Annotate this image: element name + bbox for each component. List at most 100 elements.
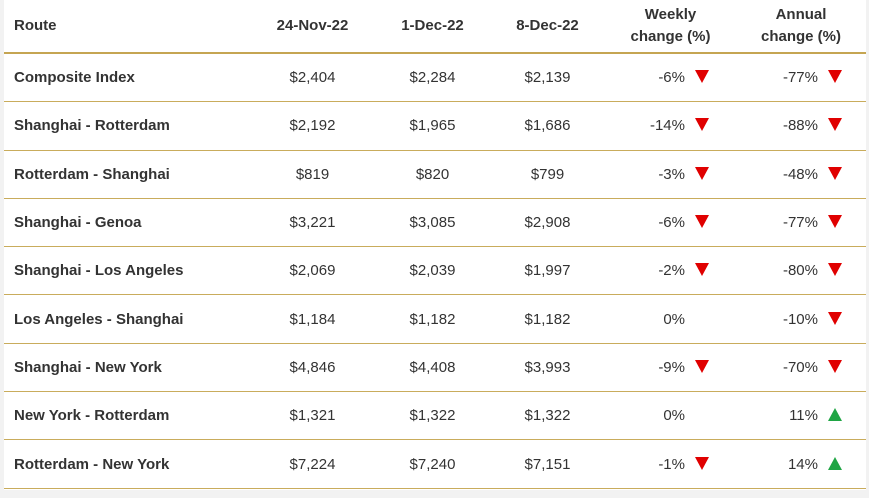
table-panel: Route 24-Nov-22 1-Dec-22 8-Dec-22 Weekly cha…: [4, 0, 866, 490]
cell-text: -1%: [658, 455, 685, 473]
cell-text: Shanghai - Los Angeles: [14, 262, 184, 280]
table-row: Shanghai - New York $4,846 $4,408 $3,993 -9%…: [4, 343, 866, 393]
value-cell: $3,085: [375, 198, 490, 248]
column-header: 24-Nov-22: [250, 0, 375, 54]
down-arrow: [695, 215, 709, 229]
cell-text: -70%: [782, 358, 818, 376]
value-cell: -6%: [605, 198, 736, 248]
cell-text: $1,965: [409, 117, 456, 135]
header-text: Weekly change (%): [630, 6, 711, 45]
cell-text: $7,240: [409, 455, 456, 473]
value-cell: -77%: [736, 53, 866, 103]
cell-text: $3,221: [289, 214, 336, 232]
down-arrow: [695, 166, 709, 180]
value-cell: $2,069: [250, 246, 375, 296]
cell-text: $4,846: [289, 358, 336, 376]
value-cell: $1,322: [375, 391, 490, 441]
table-row: Shanghai - Rotterdam $2,192 $1,965 $1,686 -1…: [4, 101, 866, 151]
cell-text: $1,686: [524, 117, 571, 135]
cell-text: 11%: [789, 407, 818, 425]
route-cell: Shanghai - New York: [4, 343, 250, 393]
cell-text: Rotterdam - Shanghai: [14, 165, 170, 183]
value-cell: $1,322: [490, 391, 605, 441]
down-arrow: [828, 359, 842, 373]
value-cell: $1,182: [490, 294, 605, 344]
table-row: Los Angeles - Shanghai $1,184 $1,182 $1,182…: [4, 294, 866, 344]
table-row: Rotterdam - Shanghai $819 $820 $799 -3% -48%: [4, 150, 866, 199]
route-cell: Shanghai - Los Angeles: [4, 246, 250, 296]
cell-text: $1,182: [409, 310, 456, 328]
cell-text: $799: [530, 165, 565, 183]
cell-text: $2,069: [289, 262, 336, 280]
value-cell: $4,408: [375, 343, 490, 393]
cell-text: Rotterdam - New York: [14, 455, 170, 473]
cell-text: 0%: [663, 407, 685, 425]
cell-text: -3%: [658, 165, 685, 183]
route-cell: Shanghai - Rotterdam: [4, 101, 250, 151]
value-cell: $1,321: [250, 391, 375, 441]
table-row: Shanghai - Genoa $3,221 $3,085 $2,908 -6% -77…: [4, 198, 866, 248]
cell-text: $820: [415, 165, 450, 183]
cell-text: $2,192: [289, 117, 336, 135]
value-cell: $1,184: [250, 294, 375, 344]
arrow-shape: [695, 118, 709, 132]
cell-text: $1,997: [524, 262, 571, 280]
arrow-shape: [828, 311, 842, 325]
value-cell: $1,182: [375, 294, 490, 344]
value-cell: 0%: [605, 391, 736, 441]
cell-text: $3,993: [524, 358, 571, 376]
header-text: 8-Dec-22: [516, 17, 579, 34]
cell-text: New York - Rotterdam: [14, 407, 170, 425]
arrow-spacer: [695, 408, 709, 421]
cell-text: -2%: [658, 262, 685, 280]
cell-text: $2,284: [409, 69, 456, 87]
arrow-shape: [828, 263, 842, 277]
cell-text: $1,321: [289, 407, 336, 425]
down-arrow: [695, 70, 709, 84]
value-cell: $799: [490, 150, 605, 199]
arrow-shape: [828, 166, 842, 180]
down-arrow: [828, 70, 842, 84]
value-cell: 0%: [605, 294, 736, 344]
arrow-shape: [695, 166, 709, 180]
cell-text: -80%: [782, 262, 818, 280]
cell-text: $2,404: [289, 69, 336, 87]
column-header: Annual change (%): [736, 0, 866, 54]
header-text: 1-Dec-22: [401, 17, 464, 34]
cell-text: -77%: [782, 69, 818, 87]
value-cell: -80%: [736, 246, 866, 296]
cell-text: -88%: [782, 117, 818, 135]
value-cell: -77%: [736, 198, 866, 248]
cell-text: $2,039: [409, 262, 456, 280]
value-cell: $1,686: [490, 101, 605, 151]
value-cell: $1,965: [375, 101, 490, 151]
table-row: New York - Rotterdam $1,321 $1,322 $1,322 0%…: [4, 391, 866, 441]
value-cell: -88%: [736, 101, 866, 151]
freight-table: Route 24-Nov-22 1-Dec-22 8-Dec-22 Weekly cha…: [4, 0, 866, 489]
column-header: 8-Dec-22: [490, 0, 605, 54]
value-cell: $819: [250, 150, 375, 199]
cell-text: -14%: [649, 117, 685, 135]
down-arrow: [828, 311, 842, 325]
value-cell: -9%: [605, 343, 736, 393]
value-cell: -14%: [605, 101, 736, 151]
value-cell: -10%: [736, 294, 866, 344]
value-cell: $1,997: [490, 246, 605, 296]
down-arrow: [828, 263, 842, 277]
cell-text: -77%: [782, 214, 818, 232]
down-arrow: [828, 215, 842, 229]
cell-text: 0%: [663, 310, 685, 328]
cell-text: -10%: [782, 310, 818, 328]
arrow-shape: [828, 70, 842, 84]
arrow-shape: [695, 263, 709, 277]
header-row: Route 24-Nov-22 1-Dec-22 8-Dec-22 Weekly cha…: [4, 0, 866, 54]
cell-text: $7,151: [524, 455, 571, 473]
down-arrow: [828, 118, 842, 132]
route-cell: Rotterdam - Shanghai: [4, 150, 250, 199]
cell-text: Shanghai - Rotterdam: [14, 117, 170, 135]
cell-text: $7,224: [289, 455, 336, 473]
route-cell: New York - Rotterdam: [4, 391, 250, 441]
value-cell: $2,284: [375, 53, 490, 103]
table-row: Shanghai - Los Angeles $2,069 $2,039 $1,997…: [4, 246, 866, 296]
